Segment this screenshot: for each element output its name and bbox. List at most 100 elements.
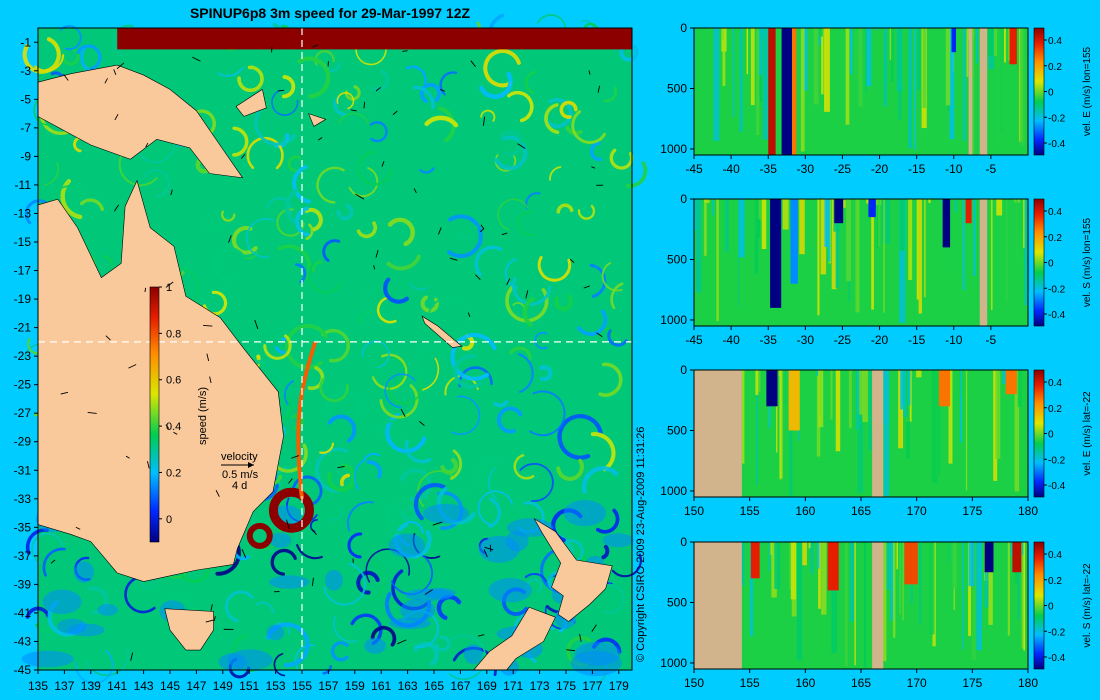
section-streak [831, 199, 837, 290]
section-streak [903, 370, 908, 418]
section-core [965, 199, 972, 224]
section-streak [856, 370, 860, 430]
section-y-tick-label: 500 [667, 81, 687, 95]
section-streak [990, 199, 993, 311]
speed-colorbar: 0 0.2 0.4 0.6 0.8 1 speed (m/s) [149, 282, 209, 543]
velocity-vector [440, 89, 446, 92]
velocity-vector [583, 285, 590, 289]
section-y-tick-label: 0 [680, 21, 687, 35]
section-colorbar-tick-label: 0.2 [1048, 404, 1062, 415]
section-colorbar-tick-label: 0 [1048, 259, 1054, 270]
section-streak [884, 542, 891, 590]
section-core [1009, 28, 1017, 65]
section-streak [996, 28, 999, 142]
velocity-vector [350, 109, 357, 112]
velocity-vector [438, 227, 442, 235]
x-tick-label: 149 [213, 679, 233, 693]
colorbar-tick-label: 0.2 [166, 467, 181, 479]
section-land [979, 199, 988, 326]
section-streak [971, 542, 976, 660]
section-streak [818, 28, 823, 37]
section-streak [738, 199, 745, 258]
section-land [979, 28, 988, 155]
section-ylabel: vel. S (m/s) lon=155 [1082, 217, 1093, 307]
y-tick-label: -29 [14, 435, 32, 449]
velocity-vector [311, 577, 314, 587]
velocity-vector [288, 478, 293, 484]
section-core [770, 199, 782, 308]
section-x-tick-label: -25 [834, 333, 852, 347]
section-streak [1017, 370, 1022, 408]
velocity-vector [104, 78, 108, 84]
section-streak [800, 28, 805, 152]
section-streak [831, 542, 837, 654]
section-streak [899, 199, 905, 252]
section-streak [916, 370, 922, 378]
section-streak [695, 199, 702, 293]
section-x-tick-label: 170 [907, 676, 927, 690]
section-streak [1020, 199, 1022, 233]
section-ylabel: vel. E (m/s) lat=-22 [1082, 391, 1093, 476]
colorbar-tick-label: 0.8 [166, 328, 181, 340]
section-streak [703, 199, 707, 256]
velocity-vector [475, 274, 481, 280]
section-colorbar-tick-label: -0.4 [1048, 481, 1066, 492]
section-streak [746, 28, 749, 75]
x-tick-label: 165 [424, 679, 444, 693]
section-streak [821, 28, 824, 95]
section-colorbar [1033, 198, 1045, 327]
x-tick-label: 179 [609, 679, 629, 693]
section-3: 150 155 160 165 170 175 180 0 500 1000 0.4 0.2 0 -0.2… [660, 363, 1093, 518]
section-streak [841, 199, 846, 208]
section-streak [835, 199, 840, 288]
section-streak [776, 370, 778, 453]
velocity-vector [165, 424, 170, 429]
velocity-vector [506, 278, 511, 286]
y-tick-label: -25 [14, 378, 32, 392]
section-streak [906, 370, 910, 459]
section-ylabel: vel. E (m/s) lon=155 [1082, 46, 1093, 136]
section-streak [802, 542, 807, 566]
section-streak [1007, 542, 1010, 636]
velocity-vector [588, 70, 591, 75]
velocity-vector [240, 153, 246, 159]
section-x-tick-label: 150 [684, 676, 704, 690]
velocity-vector [337, 466, 345, 469]
section-streak [813, 28, 819, 105]
section-land [694, 370, 742, 497]
velocity-vector [113, 204, 120, 212]
section-x-tick-label: -20 [871, 162, 889, 176]
x-tick-label: 151 [239, 679, 259, 693]
velocity-vector [591, 166, 596, 169]
y-tick-label: -23 [14, 349, 32, 363]
section-x-tick-label: 180 [1018, 676, 1038, 690]
section-streak [924, 199, 926, 298]
velocity-vector [144, 287, 147, 293]
section-streak [1023, 542, 1025, 651]
section-streak [694, 28, 696, 82]
section-streak [824, 199, 829, 247]
section-streak [962, 199, 965, 291]
section-streak [865, 28, 867, 94]
section-streak [976, 542, 982, 651]
section-streak [774, 542, 781, 590]
velocity-scale: 0.5 m/s [222, 469, 259, 481]
velocity-vector [205, 619, 214, 623]
section-streak [858, 28, 863, 107]
section-streak [993, 370, 998, 481]
section-x-tick-label: -20 [871, 333, 889, 347]
y-tick-label: -11 [15, 178, 32, 192]
section-streak [908, 370, 911, 406]
section-x-tick-label: -25 [834, 162, 852, 176]
section-streak [721, 28, 725, 41]
velocity-vector [579, 633, 582, 643]
y-tick-label: -15 [14, 235, 32, 249]
section-streak [789, 370, 793, 497]
section-streak [902, 542, 904, 621]
section-x-tick-label: -35 [760, 162, 778, 176]
section-streak [1027, 199, 1030, 292]
section-streak [884, 370, 890, 496]
velocity-vector [241, 549, 247, 559]
y-tick-label: -1 [20, 35, 31, 49]
section-streak [848, 370, 852, 428]
